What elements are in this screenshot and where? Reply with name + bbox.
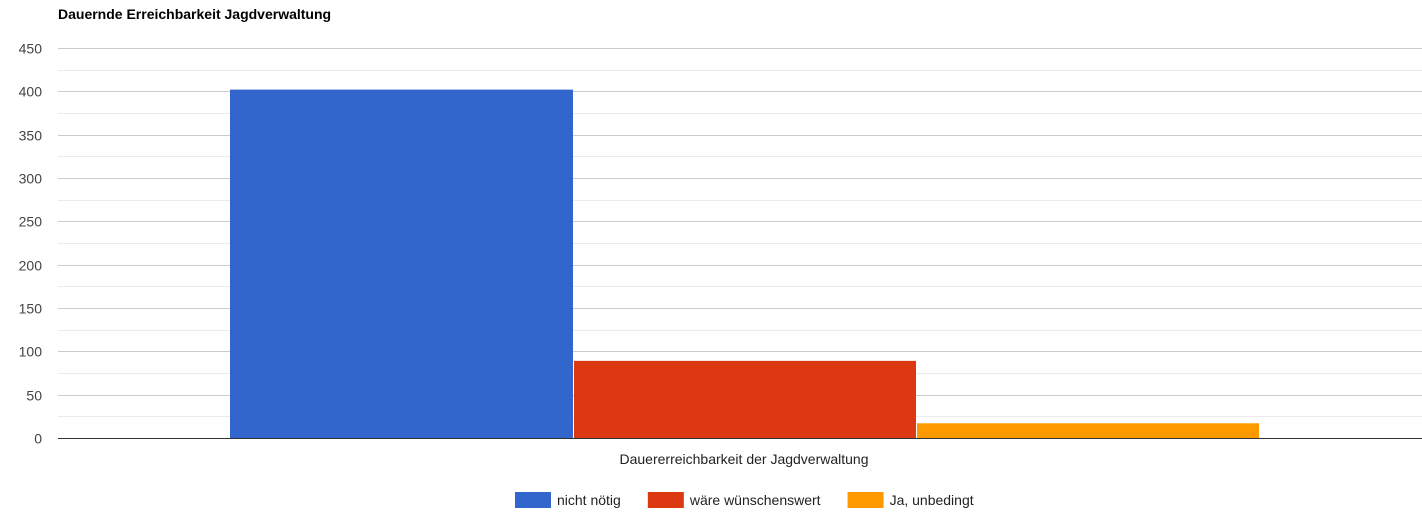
bar-wäre-wünschenswert xyxy=(574,360,916,438)
bars xyxy=(230,89,1259,438)
legend: nicht nötig wäre wünschenswert Ja, unbedin… xyxy=(515,492,974,508)
y-tick-label: 200 xyxy=(19,258,43,274)
bar-nicht-nötig xyxy=(230,89,573,438)
chart-title: Dauernde Erreichbarkeit Jagdverwaltung xyxy=(58,6,331,22)
x-axis-category-label: Dauererreichbarkeit der Jagdverwaltung xyxy=(619,451,868,467)
legend-swatch xyxy=(847,492,884,508)
y-tick-label: 300 xyxy=(19,171,43,187)
legend-label: wäre wünschenswert xyxy=(689,492,821,508)
legend-swatch xyxy=(647,492,684,508)
y-tick-label: 400 xyxy=(19,84,43,100)
legend-swatch xyxy=(515,492,551,508)
bar-ja-unbedingt xyxy=(917,423,1259,438)
legend-label: nicht nötig xyxy=(557,492,621,508)
y-tick-label: 50 xyxy=(26,388,42,404)
y-tick-label: 450 xyxy=(19,41,43,57)
y-tick-label: 150 xyxy=(19,301,43,317)
y-tick-label: 100 xyxy=(19,344,43,360)
y-tick-label: 0 xyxy=(34,431,42,447)
y-tick-label: 250 xyxy=(19,214,43,230)
y-tick-label: 350 xyxy=(19,128,43,144)
legend-label: Ja, unbedingt xyxy=(890,492,974,508)
y-axis-tick-labels: 0 50 100 150 200 250 300 350 400 450 xyxy=(19,41,43,447)
